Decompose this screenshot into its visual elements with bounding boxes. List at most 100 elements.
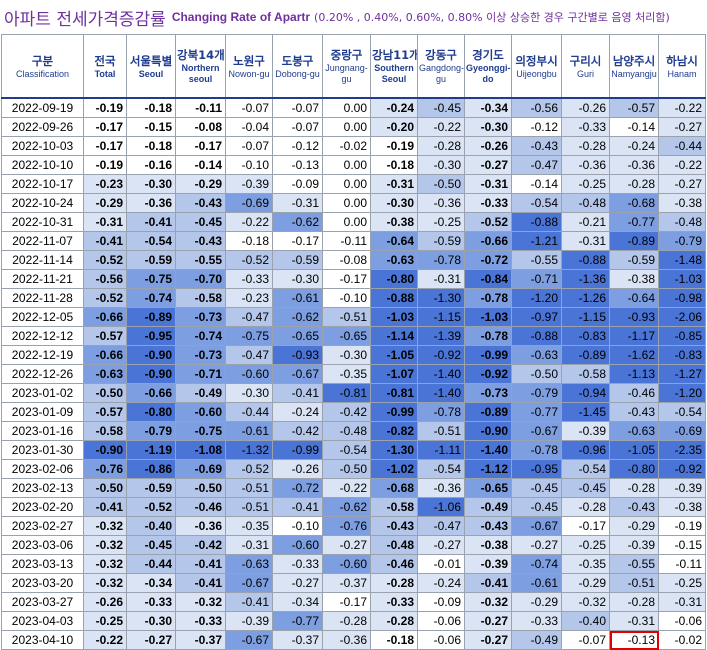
column-header-english: Dobong-gu (275, 68, 320, 79)
rate-cell: -0.89 (464, 402, 512, 422)
rate-cell: -0.18 (370, 630, 418, 650)
rate-cell: -0.10 (272, 516, 323, 536)
rate-cell: -0.45 (511, 478, 562, 498)
rate-cell: -0.89 (126, 307, 176, 327)
rate-cell: -0.21 (561, 212, 610, 232)
rate-cell: -0.23 (83, 174, 127, 194)
rate-cell: -0.61 (272, 288, 323, 308)
rate-cell: -0.29 (561, 573, 610, 593)
table-row: 2023-02-20 -0.41 -0.52 -0.46 -0.51 -0.41 -0.62… (1, 497, 706, 517)
rate-cell: -0.55 (609, 554, 659, 574)
rate-cell: -0.07 (272, 97, 323, 118)
row-date: 2023-02-27 (1, 516, 84, 536)
rate-cell: -0.42 (175, 535, 226, 555)
column-header-english: Gyeonggi-do (466, 63, 511, 84)
rate-cell: -0.60 (225, 364, 273, 384)
rate-cell: -0.99 (370, 402, 418, 422)
table-row: 2022-09-26 -0.17 -0.15 -0.08 -0.04 -0.07 0.00-… (1, 117, 706, 137)
rate-cell: -0.26 (561, 97, 610, 118)
rate-cell: -0.25 (658, 573, 706, 593)
rate-cell: -0.27 (658, 117, 706, 137)
title-shading-note: (0.20% , 0.40%, 0.60%, 0.80% 이상 상승한 경우 구… (314, 11, 670, 24)
rate-cell: 0.00 (322, 117, 371, 137)
rate-cell: -0.28 (417, 136, 465, 156)
rate-cell: -0.37 (322, 573, 371, 593)
rate-cell: -0.55 (511, 250, 562, 270)
rate-cell: -0.59 (126, 250, 176, 270)
rate-cell: -0.30 (126, 611, 176, 631)
rate-cell: -0.88 (511, 326, 562, 346)
column-header: 강북14개 Northern seoul (175, 34, 226, 99)
column-header-english: Classification (15, 68, 70, 79)
rate-cell: -0.69 (658, 421, 706, 441)
rate-cell: -0.22 (658, 155, 706, 175)
row-date: 2023-01-30 (1, 440, 84, 460)
rate-cell: -0.66 (126, 383, 176, 403)
rate-cell: -0.66 (83, 345, 127, 365)
rate-cell: -0.02 (322, 136, 371, 156)
rate-cell: -0.30 (322, 345, 371, 365)
rate-cell: -0.31 (272, 193, 323, 213)
rate-cell: -0.52 (464, 212, 512, 232)
rate-cell: -0.27 (658, 174, 706, 194)
rate-cell: -0.37 (175, 630, 226, 650)
rate-cell: -0.13 (272, 155, 323, 175)
rate-cell: -1.15 (561, 307, 610, 327)
rate-cell: -0.41 (83, 497, 127, 517)
column-header-korean: 서울특별 (129, 53, 173, 68)
rate-cell: -0.25 (83, 611, 127, 631)
row-date: 2022-11-28 (1, 288, 84, 308)
rate-cell: -0.32 (561, 592, 610, 612)
rate-cell: -0.43 (464, 516, 512, 536)
column-header-korean: 전국 (94, 53, 116, 68)
row-date: 2023-02-13 (1, 478, 84, 498)
column-header-english: Jungnang-gu (325, 63, 368, 84)
rate-cell: -0.27 (126, 630, 176, 650)
rate-cell: -0.28 (609, 592, 659, 612)
column-header-korean: 도봉구 (281, 53, 314, 68)
rate-cell: -0.97 (511, 307, 562, 327)
rate-cell: -0.31 (464, 174, 512, 194)
rate-cell: -0.95 (511, 459, 562, 479)
rate-cell: 0.00 (322, 193, 371, 213)
rate-cell: -0.89 (609, 231, 659, 251)
rate-cell: -0.39 (561, 421, 610, 441)
table-row: 2023-03-27 -0.26 -0.33 -0.32 -0.41 -0.34 -0.17… (1, 592, 706, 612)
rate-cell: -0.25 (561, 535, 610, 555)
rate-cell: -0.56 (83, 269, 127, 289)
rate-cell: -0.43 (609, 402, 659, 422)
rate-cell: -0.25 (561, 174, 610, 194)
rate-cell: -0.24 (370, 97, 418, 118)
rate-cell: -1.39 (417, 326, 465, 346)
rate-cell: -0.42 (272, 421, 323, 441)
rate-cell: -0.38 (658, 193, 706, 213)
rate-cell: -0.78 (417, 402, 465, 422)
rate-cell: -0.33 (126, 592, 176, 612)
row-date: 2023-02-06 (1, 459, 84, 479)
rate-cell: -1.13 (609, 364, 659, 384)
rate-cell: -0.90 (464, 421, 512, 441)
rate-cell: -0.28 (609, 174, 659, 194)
rate-cell: -0.62 (272, 307, 323, 327)
column-header-korean: 남양주시 (612, 53, 656, 68)
rate-cell: -0.48 (370, 535, 418, 555)
rate-cell: -0.31 (225, 535, 273, 555)
column-header-korean: 구리시 (569, 53, 602, 68)
rate-cell: -0.37 (272, 630, 323, 650)
rate-cell: -0.52 (225, 459, 273, 479)
rate-cell: -0.61 (225, 421, 273, 441)
rate-cell: -0.43 (175, 193, 226, 213)
rate-cell: -0.07 (561, 630, 610, 650)
rate-cell: -0.43 (370, 516, 418, 536)
rate-cell: -0.19 (658, 516, 706, 536)
rate-cell: -0.69 (225, 193, 273, 213)
rate-cell: -0.36 (126, 193, 176, 213)
rate-cell: -0.45 (417, 97, 465, 118)
rate-cell: -0.19 (370, 136, 418, 156)
row-date: 2023-01-16 (1, 421, 84, 441)
table-row: 2022-10-03 -0.17 -0.18 -0.17 -0.07 -0.12 -0.02… (1, 136, 706, 156)
rate-cell: -0.14 (175, 155, 226, 175)
column-header-korean: 하남시 (666, 53, 698, 68)
rate-cell: -0.44 (658, 136, 706, 156)
row-date: 2022-12-12 (1, 326, 84, 346)
